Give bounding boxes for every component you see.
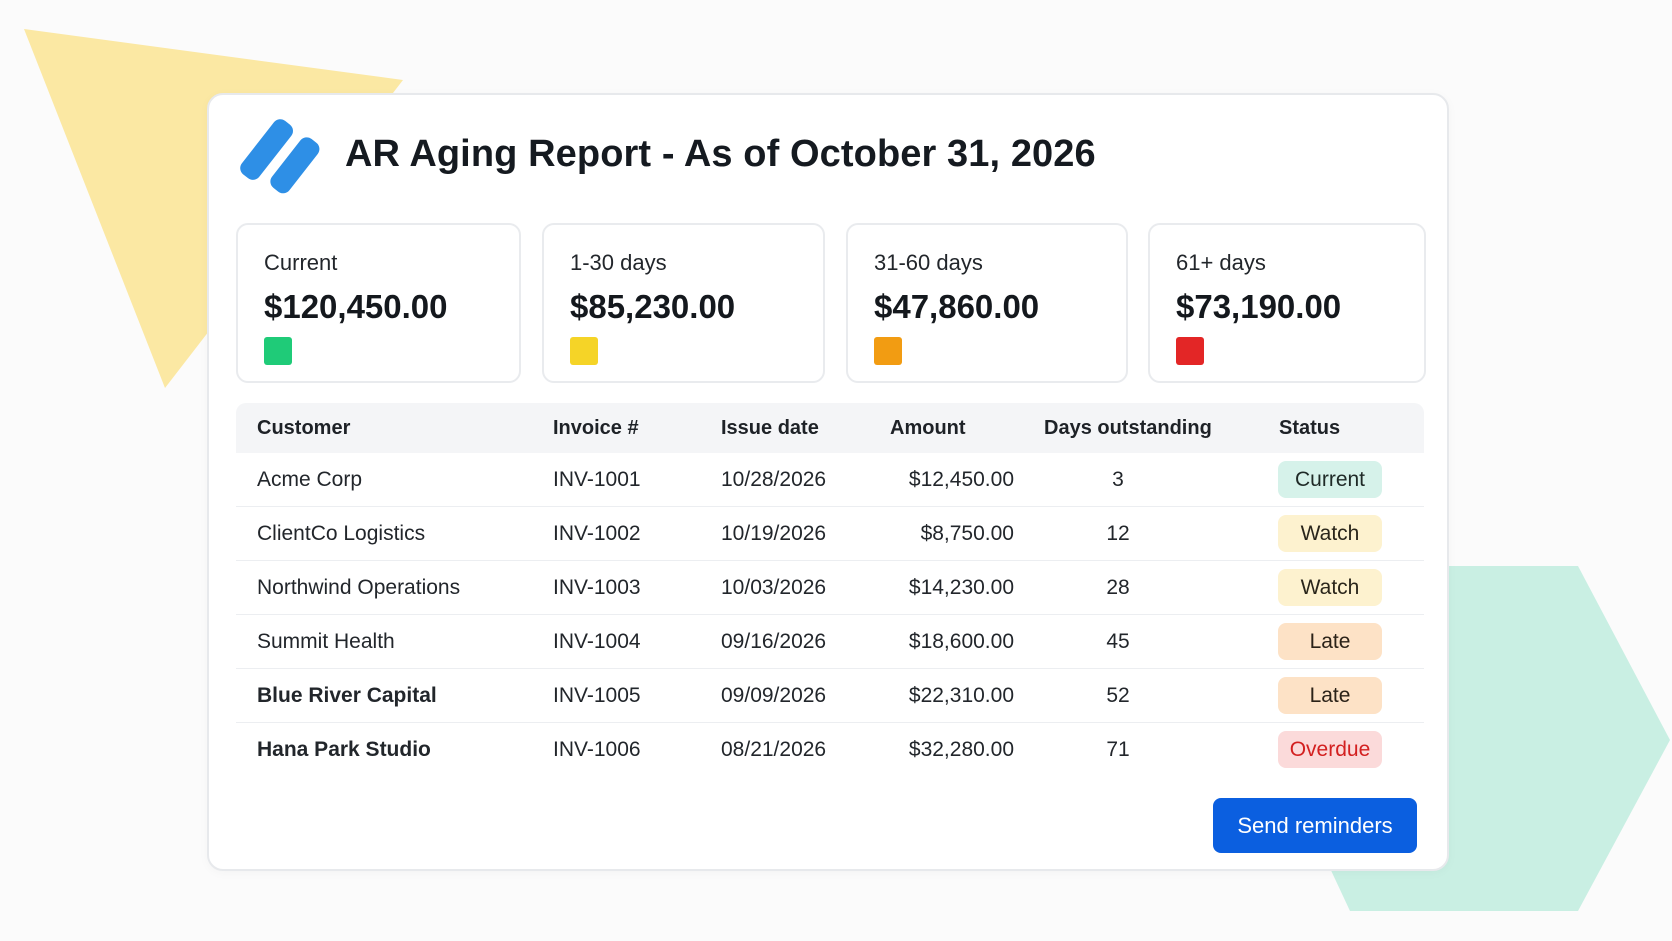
table-row[interactable]: Hana Park Studio INV-1006 08/21/2026 $32… [236, 723, 1424, 776]
customer-cell: Hana Park Studio [257, 737, 431, 761]
summary-label: 61+ days [1176, 250, 1266, 275]
customer-cell: Summit Health [257, 629, 395, 653]
page-title: AR Aging Report - As of October 31, 2026 [345, 133, 1096, 175]
status-cell: Late [1278, 615, 1382, 668]
table-row[interactable]: ClientCo Logistics INV-1002 10/19/2026 $… [236, 507, 1424, 561]
column-header-issue-date[interactable]: Issue date [721, 416, 819, 439]
amount-cell: $22,310.00 [908, 683, 1014, 707]
column-header-amount[interactable]: Amount [890, 416, 966, 439]
table-row[interactable]: Northwind Operations INV-1003 10/03/2026… [236, 561, 1424, 615]
summary-amount: $73,190.00 [1176, 288, 1342, 325]
amount-cell: $32,280.00 [908, 737, 1014, 761]
amount-cell: $12,450.00 [908, 467, 1014, 491]
summary-card-31-60-days: 31-60 days $47,860.00 [846, 223, 1128, 383]
status-badge: Current [1278, 461, 1382, 498]
customer-cell: Northwind Operations [257, 575, 461, 599]
status-cell: Watch [1278, 507, 1382, 560]
amount-cell: $14,230.00 [908, 575, 1014, 599]
issue-date-cell: 10/03/2026 [721, 575, 827, 599]
days-outstanding-cell: 28 [1106, 575, 1130, 599]
invoice-cell: INV-1001 [553, 467, 641, 491]
invoice-cell: INV-1002 [553, 521, 641, 545]
customer-cell: Acme Corp [257, 467, 363, 491]
days-outstanding-cell: 3 [1112, 467, 1124, 491]
send-reminders-button[interactable]: Send reminders [1213, 798, 1417, 853]
summary-card-1-30-days: 1-30 days $85,230.00 [542, 223, 825, 383]
days-outstanding-cell: 71 [1106, 737, 1130, 761]
table-row[interactable]: Acme Corp INV-1001 10/28/2026 $12,450.00… [236, 453, 1424, 507]
summary-color-swatch [874, 337, 902, 365]
column-header-days-outstanding[interactable]: Days outstanding [1044, 416, 1212, 439]
customer-cell: ClientCo Logistics [257, 521, 426, 545]
column-header-customer[interactable]: Customer [257, 416, 351, 439]
column-header-status[interactable]: Status [1279, 416, 1341, 439]
status-cell: Late [1278, 669, 1382, 722]
issue-date-cell: 09/16/2026 [721, 629, 827, 653]
summary-amount: $120,450.00 [264, 288, 448, 325]
status-badge: Overdue [1278, 731, 1382, 768]
brand-logo-icon [240, 119, 320, 194]
table-row[interactable]: Summit Health INV-1004 09/16/2026 $18,60… [236, 615, 1424, 669]
status-badge: Watch [1278, 569, 1382, 606]
invoice-cell: INV-1003 [553, 575, 641, 599]
table-row[interactable]: Blue River Capital INV-1005 09/09/2026 $… [236, 669, 1424, 723]
invoice-cell: INV-1006 [553, 737, 641, 761]
days-outstanding-cell: 12 [1106, 521, 1130, 545]
summary-label: 31-60 days [874, 250, 983, 275]
invoice-cell: INV-1004 [553, 629, 641, 653]
issue-date-cell: 09/09/2026 [721, 683, 827, 707]
issue-date-cell: 10/28/2026 [721, 467, 827, 491]
status-badge: Late [1278, 677, 1382, 714]
status-cell: Current [1278, 453, 1382, 506]
status-cell: Overdue [1278, 723, 1382, 776]
issue-date-cell: 08/21/2026 [721, 737, 827, 761]
summary-card-61-plus-days: 61+ days $73,190.00 [1148, 223, 1426, 383]
summary-card-current: Current $120,450.00 [236, 223, 521, 383]
ar-aging-report-card: AR Aging Report - As of October 31, 2026… [207, 93, 1449, 871]
customer-cell: Blue River Capital [257, 683, 437, 707]
table-header-row: Customer Invoice # Issue date Amount Day… [236, 403, 1424, 453]
summary-color-swatch [264, 337, 292, 365]
status-cell: Watch [1278, 561, 1382, 614]
invoice-table: Customer Invoice # Issue date Amount Day… [236, 403, 1424, 776]
days-outstanding-cell: 45 [1106, 629, 1130, 653]
column-header-invoice[interactable]: Invoice # [553, 416, 639, 439]
summary-label: Current [264, 250, 338, 275]
amount-cell: $8,750.00 [920, 521, 1014, 545]
amount-cell: $18,600.00 [908, 629, 1014, 653]
days-outstanding-cell: 52 [1106, 683, 1130, 707]
summary-color-swatch [570, 337, 598, 365]
summary-label: 1-30 days [570, 250, 667, 275]
status-badge: Watch [1278, 515, 1382, 552]
summary-amount: $85,230.00 [570, 288, 736, 325]
issue-date-cell: 10/19/2026 [721, 521, 827, 545]
status-badge: Late [1278, 623, 1382, 660]
summary-amount: $47,860.00 [874, 288, 1040, 325]
summary-color-swatch [1176, 337, 1204, 365]
invoice-cell: INV-1005 [553, 683, 641, 707]
